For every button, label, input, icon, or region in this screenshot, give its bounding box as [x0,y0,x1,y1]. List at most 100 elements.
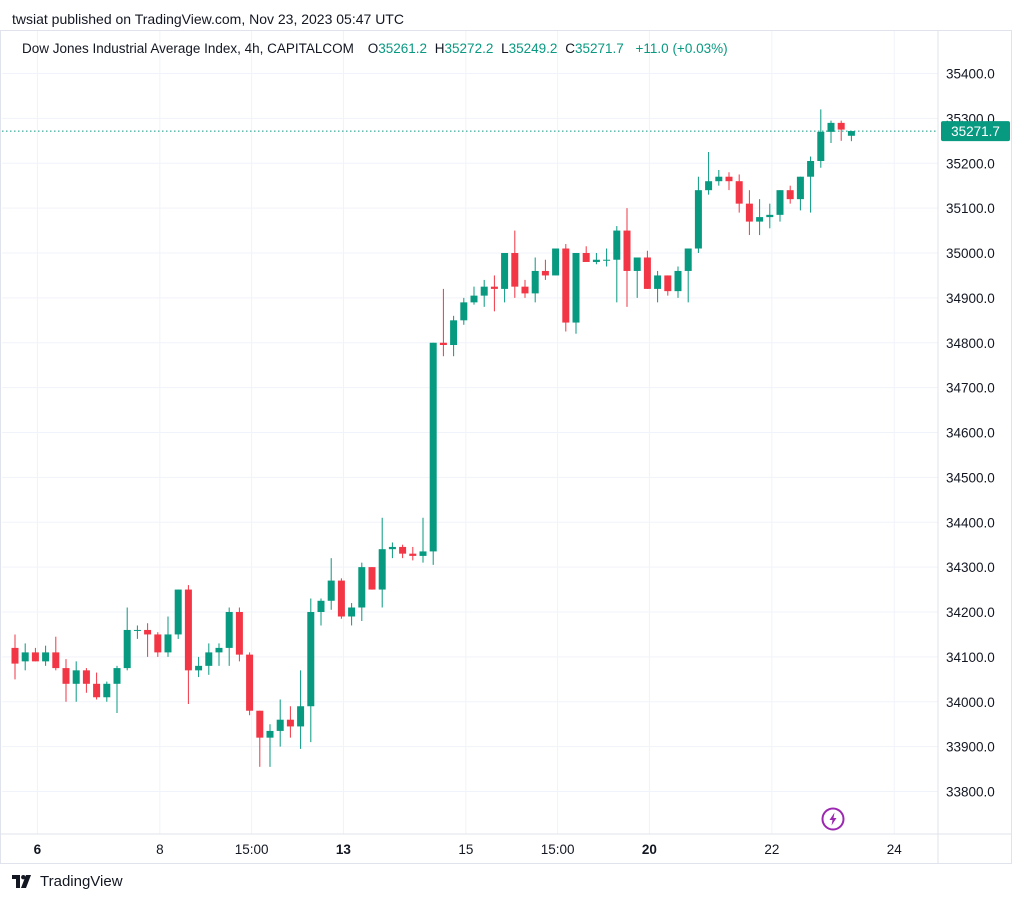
candle [348,603,356,626]
candle-body [715,176,723,182]
candle [11,634,19,680]
candle [327,558,335,610]
candle-body [358,567,366,608]
candle-body [633,257,641,271]
candle-body [21,652,29,662]
candle-body [562,248,570,323]
candle [52,636,60,671]
candle [266,724,274,767]
candle [786,185,794,204]
open-value: 35261.2 [378,41,428,56]
candle-body [205,652,213,666]
price-tick-label: 35000.0 [946,246,995,261]
candle [409,546,417,561]
candle-body [592,259,600,262]
candle [827,120,835,144]
candle [42,645,50,666]
price-tick-label: 34200.0 [946,605,995,620]
time-tick-label: 13 [336,842,352,857]
candle-body [297,706,305,727]
candle-body [348,607,356,617]
grid-lines [2,31,938,834]
candle-body [256,710,264,738]
candle-body [786,190,794,200]
last-price-label: 35271.7 [951,124,1000,139]
candle [470,286,478,305]
candle [154,632,162,657]
candle-body [654,275,662,289]
time-tick-label: 15 [458,842,473,857]
candle [276,699,284,747]
candle [592,253,600,265]
price-tick-label: 35200.0 [946,156,995,171]
candle-body [174,589,182,635]
candle-body [501,253,509,289]
time-tick-label: 20 [642,842,657,857]
close-key: C [565,41,575,56]
price-tick-label: 34800.0 [946,336,995,351]
candle-body [480,286,488,296]
price-tick-label: 35400.0 [946,67,995,82]
price-tick-label: 34300.0 [946,560,995,575]
candle [205,643,213,675]
candle-body [807,161,815,177]
high-key: H [434,41,445,56]
candle-body [93,683,101,698]
candle-body [684,248,692,271]
lightning-bolt-icon[interactable] [821,807,845,831]
candle-body [827,122,835,132]
candle-body [705,181,713,191]
candle [807,156,815,213]
price-tick-label: 34700.0 [946,381,995,396]
candle-body [286,719,294,727]
candles [11,109,855,767]
footer: TradingView [12,873,123,890]
candle-body [541,270,549,276]
candle [603,248,611,267]
candle [72,661,80,702]
candle-body [521,286,529,294]
candle [756,199,764,236]
candle [123,607,131,671]
high-value: 35272.2 [444,41,494,56]
candle [62,659,70,702]
candle [174,589,182,639]
candle-body [72,670,80,684]
candle-body [725,176,733,182]
chart-frame[interactable] [0,30,1012,864]
candle [256,710,264,767]
candle [847,130,855,142]
candle [439,288,447,357]
candle-body [235,612,243,655]
candle-body [11,647,19,664]
candle [501,253,509,303]
candle [195,656,203,678]
candle [817,109,825,168]
candle [643,250,651,289]
change-value: +11.0 (+0.03%) [635,41,728,56]
candle-body [42,652,50,662]
price-tick-label: 33900.0 [946,740,995,755]
candle-body [490,286,498,289]
candle [113,665,121,713]
candle-body [429,342,437,552]
candle [286,706,294,738]
candle-body [552,248,560,276]
candle-body [368,567,376,590]
candle [225,607,233,666]
candle-body [246,654,254,711]
candle [337,578,345,619]
candle-body [796,176,804,200]
candle-body [327,580,335,601]
candle-body [511,253,519,287]
candle [460,297,468,325]
price-tick-label: 34100.0 [946,650,995,665]
candle-body [572,253,580,323]
candle [368,567,376,590]
candle [480,279,488,307]
price-tick-label: 35100.0 [946,201,995,216]
candle-body [52,652,60,669]
candle [378,517,386,608]
candle [297,670,305,749]
